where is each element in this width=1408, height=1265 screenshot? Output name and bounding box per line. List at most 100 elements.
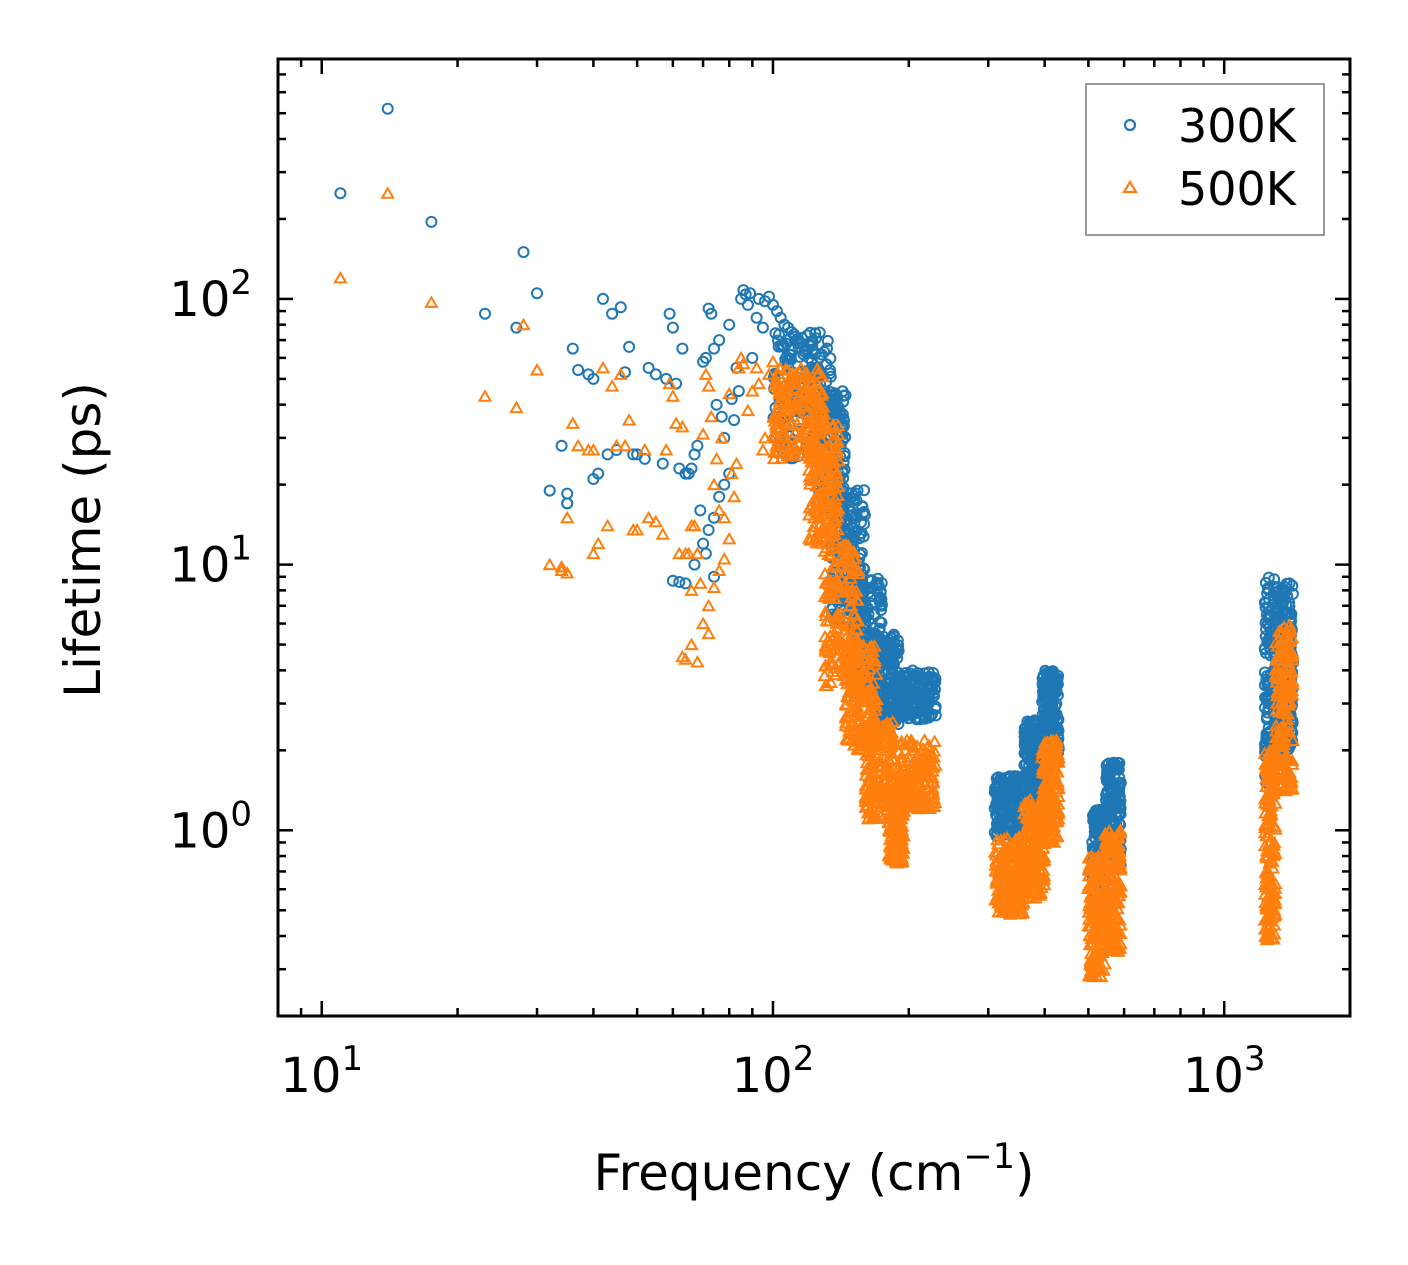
point-cloud-marker bbox=[1269, 769, 1285, 783]
point-500k bbox=[600, 518, 615, 532]
point-cloud-marker bbox=[768, 420, 784, 433]
point-cloud-marker bbox=[840, 584, 855, 597]
point-cloud-marker bbox=[917, 751, 932, 765]
point-cloud-marker bbox=[791, 391, 807, 404]
point-cloud-marker bbox=[821, 590, 836, 604]
point-300k bbox=[750, 311, 763, 324]
point-cloud-marker bbox=[857, 666, 872, 680]
point-300k bbox=[679, 577, 692, 590]
point-500k bbox=[740, 403, 756, 417]
point-cloud-marker bbox=[1111, 830, 1126, 843]
point-cloud-marker bbox=[1047, 762, 1063, 775]
point-cloud-marker bbox=[853, 532, 866, 545]
point-cloud-marker bbox=[814, 529, 829, 543]
point-cloud-marker bbox=[1264, 875, 1279, 888]
point-cloud-marker bbox=[923, 787, 939, 800]
point-500k bbox=[380, 186, 395, 199]
point-500k bbox=[684, 637, 699, 651]
point-500k bbox=[675, 419, 690, 433]
point-cloud-marker bbox=[1084, 959, 1099, 972]
point-cloud-marker bbox=[1008, 832, 1024, 845]
y-tick-label-exponent: 2 bbox=[230, 263, 252, 303]
point-cloud-marker bbox=[829, 504, 845, 517]
point-cloud-marker bbox=[893, 851, 908, 864]
point-cloud-marker bbox=[847, 719, 863, 733]
point-cloud-marker bbox=[860, 798, 876, 811]
legend: 300K 500K bbox=[1085, 83, 1325, 236]
point-cloud-marker bbox=[881, 815, 897, 829]
point-cloud-marker bbox=[1003, 815, 1016, 828]
point-cloud-marker bbox=[843, 571, 858, 584]
point-cloud-marker bbox=[892, 822, 907, 835]
point-cloud-marker bbox=[1098, 835, 1114, 848]
point-300k bbox=[642, 361, 655, 374]
point-500k bbox=[559, 510, 575, 524]
point-500k bbox=[698, 367, 714, 380]
point-cloud-marker bbox=[869, 811, 885, 824]
point-cloud-marker bbox=[989, 874, 1004, 887]
point-cloud-marker bbox=[1098, 891, 1113, 904]
point-cloud-marker bbox=[924, 709, 937, 722]
point-cloud-marker bbox=[917, 733, 932, 746]
point-cloud-marker bbox=[1098, 852, 1114, 865]
point-cloud-marker bbox=[1263, 820, 1279, 833]
point-cloud-marker bbox=[1102, 807, 1115, 820]
point-300k bbox=[572, 364, 585, 376]
point-cloud-marker bbox=[908, 788, 924, 802]
point-cloud-marker bbox=[1281, 589, 1294, 602]
point-500k bbox=[684, 583, 699, 596]
point-cloud-marker bbox=[849, 631, 864, 644]
point-cloud-marker bbox=[1279, 767, 1295, 781]
point-cloud-marker bbox=[815, 485, 831, 498]
point-cloud-marker bbox=[845, 509, 858, 522]
point-cloud-marker bbox=[842, 599, 858, 612]
point-500k bbox=[559, 566, 575, 579]
point-cloud-marker bbox=[1018, 747, 1031, 760]
point-cloud-marker bbox=[862, 759, 878, 772]
point-300k bbox=[510, 321, 523, 334]
point-cloud-marker bbox=[825, 432, 840, 446]
point-cloud-marker bbox=[1260, 881, 1275, 895]
point-cloud-marker bbox=[1042, 794, 1057, 807]
point-cloud-marker bbox=[828, 499, 844, 512]
point-cloud-marker bbox=[1049, 814, 1064, 827]
point-cloud-marker bbox=[824, 352, 837, 365]
point-cloud-marker bbox=[846, 668, 862, 681]
y-tick-label-exponent: 0 bbox=[230, 794, 252, 834]
point-cloud-marker bbox=[1280, 707, 1296, 720]
point-500k bbox=[745, 384, 760, 397]
point-500k bbox=[648, 514, 664, 528]
point-cloud-marker bbox=[1262, 835, 1277, 848]
point-cloud-marker bbox=[1087, 925, 1103, 938]
point-cloud-marker bbox=[906, 673, 919, 685]
point-cloud-marker bbox=[1265, 861, 1281, 874]
point-cloud-marker bbox=[856, 500, 869, 513]
point-cloud-marker bbox=[920, 691, 933, 703]
point-cloud-marker bbox=[828, 628, 843, 641]
point-cloud-marker bbox=[1286, 587, 1299, 600]
point-cloud-marker bbox=[918, 709, 931, 722]
point-300k bbox=[694, 504, 707, 517]
point-cloud-marker bbox=[1037, 877, 1052, 891]
point-cloud-marker bbox=[1036, 830, 1051, 844]
scatter-points bbox=[333, 102, 1301, 983]
point-500k bbox=[333, 270, 348, 284]
point-cloud-marker bbox=[812, 471, 827, 485]
point-300k bbox=[732, 385, 745, 398]
point-cloud-marker bbox=[1048, 742, 1064, 755]
point-cloud-marker bbox=[835, 539, 851, 552]
point-300k bbox=[663, 307, 676, 320]
point-cloud-marker bbox=[926, 774, 941, 788]
point-cloud-marker bbox=[1037, 669, 1050, 682]
point-cloud-marker bbox=[1036, 808, 1051, 821]
point-300k bbox=[531, 287, 543, 300]
point-cloud-marker bbox=[1023, 834, 1039, 847]
point-cloud-marker bbox=[858, 719, 873, 733]
point-cloud-marker bbox=[883, 823, 898, 836]
point-cloud-marker bbox=[847, 641, 862, 654]
point-cloud-marker bbox=[791, 430, 807, 443]
point-300k bbox=[597, 292, 609, 305]
point-cloud-marker bbox=[908, 762, 923, 776]
point-cloud-marker bbox=[825, 664, 841, 678]
point-500k bbox=[711, 563, 727, 576]
